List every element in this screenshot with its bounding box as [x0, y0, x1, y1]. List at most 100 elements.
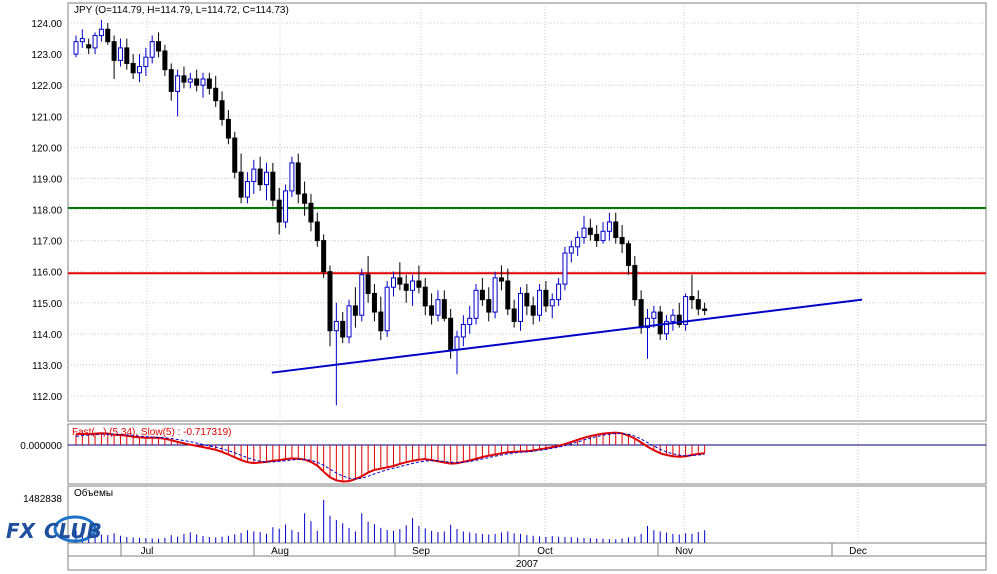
price-tick-label: 120.00 — [31, 143, 62, 154]
time-axis-labels: Jul Aug Sep Oct Nov Dec — [120, 543, 867, 557]
candle-body — [276, 199, 282, 223]
candle-body — [657, 311, 663, 335]
price-tick-label: 114.00 — [32, 330, 62, 341]
candle-body — [156, 41, 162, 52]
candle-body — [562, 252, 568, 285]
candle-body — [333, 320, 339, 332]
candle-body — [467, 317, 473, 326]
candle-body — [587, 227, 593, 235]
candle-body — [289, 162, 295, 192]
price-tick-label: 123.00 — [31, 50, 62, 61]
month-label: Jul — [141, 546, 154, 557]
candle-body — [359, 274, 365, 316]
candle-body — [651, 311, 657, 319]
candle-body — [473, 289, 479, 319]
month-label: Dec — [849, 546, 867, 557]
candle-body — [200, 78, 206, 86]
candle-body — [549, 299, 555, 307]
price-tick-label: 113.00 — [32, 361, 62, 372]
candle-body — [283, 190, 289, 223]
candle-body — [346, 305, 352, 338]
candle-body — [410, 280, 416, 291]
volume-panel — [67, 485, 987, 544]
volume-axis: 1482838 — [23, 494, 62, 505]
price-tick-label: 119.00 — [32, 174, 62, 185]
candle-body — [79, 38, 85, 43]
volume-panel-title: Объемы — [74, 487, 113, 499]
price-tick-label: 116.00 — [32, 268, 62, 279]
price-tick-label: 115.00 — [32, 299, 62, 310]
oscillator-panel — [67, 423, 987, 485]
candle-body — [257, 168, 263, 186]
candle-body — [416, 280, 422, 288]
candle-body — [73, 41, 79, 55]
candle-body — [98, 28, 104, 36]
candle-body — [568, 246, 574, 254]
candle-body — [454, 336, 460, 350]
candle-body — [683, 296, 689, 326]
candle-body — [556, 283, 562, 301]
candle-body — [537, 289, 543, 316]
candle-body — [702, 308, 708, 312]
candle-body — [302, 193, 308, 204]
candle-body — [435, 299, 441, 316]
trendline[interactable] — [271, 298, 863, 374]
year-label: 2007 — [516, 559, 539, 570]
candle-body — [619, 236, 625, 245]
candle-body — [251, 168, 257, 183]
oscillator-envelope — [75, 431, 705, 483]
candle-body — [340, 320, 346, 338]
price-tick-label: 122.00 — [31, 81, 62, 92]
price-axis: 124.00 123.00 122.00 121.00 120.00 119.00 118.… — [31, 19, 62, 403]
oscillator-axis: 0.000000 — [20, 441, 62, 452]
candle-body — [168, 69, 174, 92]
candle-body — [206, 78, 212, 89]
candle-body — [270, 171, 276, 201]
candle-body — [505, 280, 511, 310]
candle-body — [524, 292, 530, 307]
price-tick-label: 118.00 — [32, 206, 62, 217]
candle-body — [638, 299, 644, 329]
candle-body — [105, 28, 111, 43]
volume-bars — [75, 499, 706, 543]
candle-body — [365, 274, 371, 294]
candle-body — [378, 311, 384, 332]
candle-body — [448, 317, 454, 350]
candle-body — [670, 314, 676, 322]
candle-body — [543, 289, 549, 307]
candle-body — [613, 221, 619, 238]
month-label: Aug — [271, 546, 289, 557]
candle-body — [124, 47, 130, 64]
candle-body — [575, 236, 581, 248]
candle-body — [130, 62, 136, 74]
candle-body — [86, 44, 92, 49]
oscillator-panel-title: Fast(...) (5,34), Slow(5) : -0.717319) — [72, 427, 232, 438]
candle-body — [137, 66, 142, 74]
candle-body — [327, 271, 333, 332]
candle-body — [295, 162, 301, 195]
oscillator-histogram — [75, 432, 706, 482]
candle-body — [194, 78, 200, 86]
candle-body — [232, 137, 238, 173]
price-panel — [67, 2, 987, 422]
candles-series — [73, 19, 708, 406]
candle-body — [403, 283, 409, 291]
fxclub-logo: FX CLUB — [6, 515, 102, 543]
candle-body — [530, 305, 536, 316]
price-panel-title: JPY (O=114.79, H=114.79, L=114.72, C=114… — [74, 5, 289, 16]
candle-body — [632, 264, 638, 301]
price-tick-label: 112.00 — [32, 392, 62, 403]
candle-body — [460, 324, 466, 338]
candle-body — [429, 305, 435, 316]
candle-body — [498, 277, 504, 282]
candle-body — [397, 277, 403, 285]
candle-body — [625, 243, 631, 266]
candle-body — [308, 202, 314, 223]
candle-body — [664, 320, 670, 335]
candle-body — [352, 305, 358, 316]
candle-body — [645, 317, 650, 329]
candle-body — [213, 87, 219, 102]
candle-body — [314, 221, 320, 242]
candle-body — [117, 47, 123, 61]
